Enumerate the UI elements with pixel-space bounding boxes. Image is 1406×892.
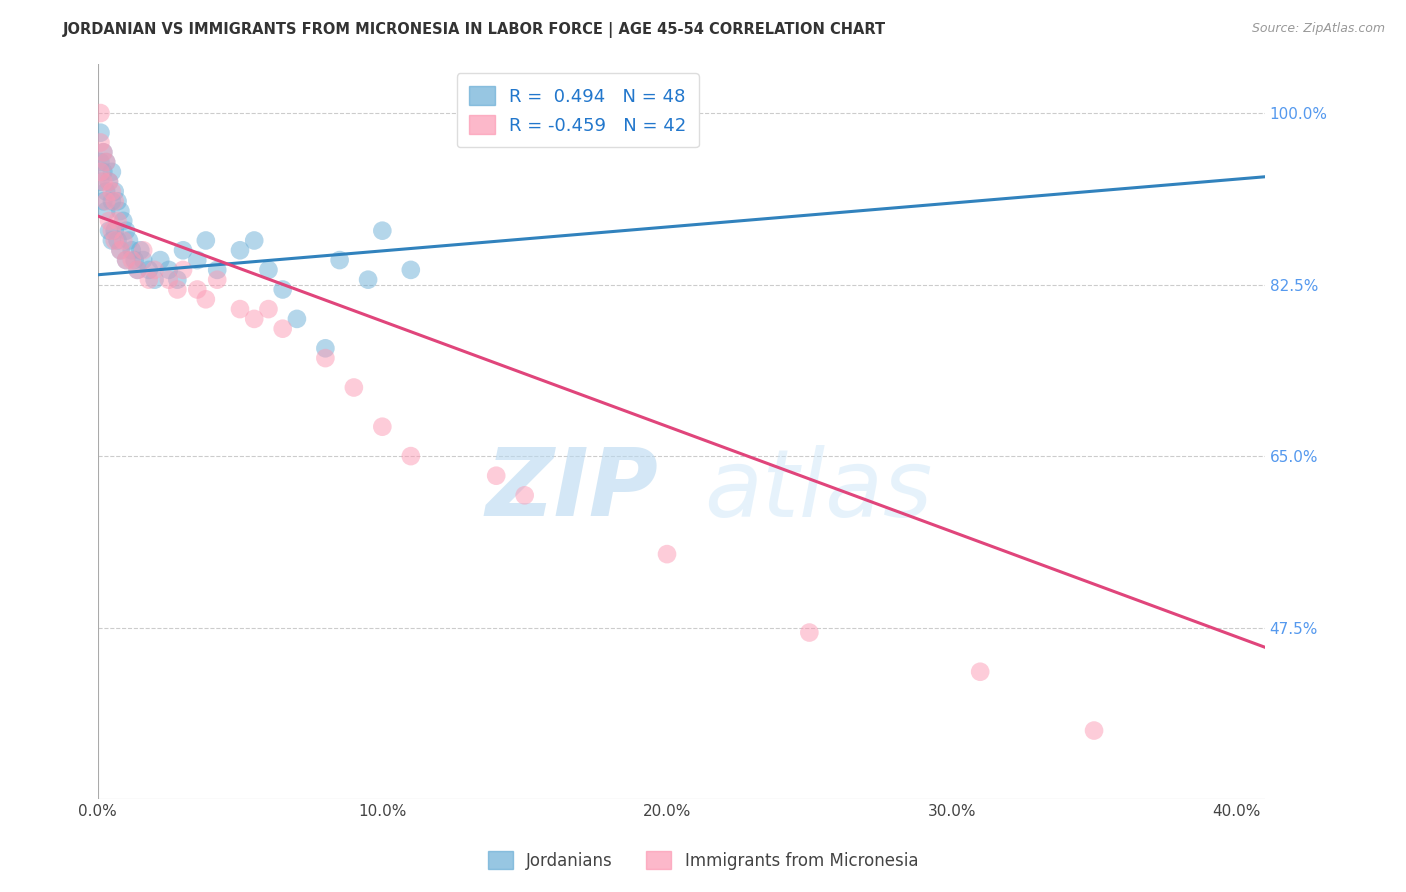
Jordanians: [98, 224, 121, 238]
Jordanians: [329, 253, 352, 268]
Jordanians: [399, 263, 422, 277]
Jordanians: [172, 244, 194, 258]
Immigrants from Micronesia: [229, 302, 252, 317]
Jordanians: [271, 283, 294, 297]
Immigrants from Micronesia: [96, 194, 118, 209]
Immigrants from Micronesia: [205, 273, 228, 287]
Immigrants from Micronesia: [98, 175, 121, 189]
Jordanians: [91, 145, 114, 160]
Jordanians: [115, 253, 138, 268]
Jordanians: [157, 263, 180, 277]
Jordanians: [118, 234, 141, 248]
Jordanians: [112, 214, 135, 228]
Jordanians: [205, 263, 228, 277]
Immigrants from Micronesia: [121, 253, 143, 268]
Immigrants from Micronesia: [371, 419, 394, 434]
Immigrants from Micronesia: [157, 273, 180, 287]
Immigrants from Micronesia: [89, 136, 111, 150]
Jordanians: [314, 341, 336, 355]
Jordanians: [257, 263, 280, 277]
Jordanians: [104, 185, 127, 199]
Jordanians: [229, 244, 252, 258]
Immigrants from Micronesia: [343, 380, 366, 394]
Immigrants from Micronesia: [91, 175, 114, 189]
Jordanians: [101, 234, 124, 248]
Jordanians: [107, 234, 129, 248]
Immigrants from Micronesia: [257, 302, 280, 317]
Immigrants from Micronesia: [127, 263, 149, 277]
Immigrants from Micronesia: [143, 263, 166, 277]
Jordanians: [132, 253, 155, 268]
Jordanians: [143, 273, 166, 287]
Jordanians: [121, 244, 143, 258]
Legend: R =  0.494   N = 48, R = -0.459   N = 42: R = 0.494 N = 48, R = -0.459 N = 42: [457, 73, 699, 147]
Jordanians: [89, 175, 111, 189]
Jordanians: [285, 312, 308, 326]
Jordanians: [104, 224, 127, 238]
Immigrants from Micronesia: [132, 244, 155, 258]
Immigrants from Micronesia: [104, 194, 127, 209]
Jordanians: [115, 224, 138, 238]
Jordanians: [110, 204, 132, 219]
Immigrants from Micronesia: [91, 145, 114, 160]
Immigrants from Micronesia: [115, 253, 138, 268]
Immigrants from Micronesia: [243, 312, 266, 326]
Immigrants from Micronesia: [112, 234, 135, 248]
Immigrants from Micronesia: [186, 283, 208, 297]
Immigrants from Micronesia: [1083, 723, 1105, 738]
Immigrants from Micronesia: [101, 185, 124, 199]
Jordanians: [89, 126, 111, 140]
Text: Source: ZipAtlas.com: Source: ZipAtlas.com: [1251, 22, 1385, 36]
Jordanians: [166, 273, 188, 287]
Immigrants from Micronesia: [89, 165, 111, 179]
Jordanians: [110, 244, 132, 258]
Immigrants from Micronesia: [655, 547, 678, 561]
Jordanians: [243, 234, 266, 248]
Jordanians: [138, 263, 160, 277]
Immigrants from Micronesia: [485, 468, 508, 483]
Immigrants from Micronesia: [271, 321, 294, 335]
Immigrants from Micronesia: [314, 351, 336, 365]
Immigrants from Micronesia: [399, 449, 422, 463]
Jordanians: [96, 185, 118, 199]
Immigrants from Micronesia: [166, 283, 188, 297]
Immigrants from Micronesia: [101, 224, 124, 238]
Text: JORDANIAN VS IMMIGRANTS FROM MICRONESIA IN LABOR FORCE | AGE 45-54 CORRELATION C: JORDANIAN VS IMMIGRANTS FROM MICRONESIA …: [63, 22, 886, 38]
Text: atlas: atlas: [704, 445, 932, 536]
Immigrants from Micronesia: [138, 273, 160, 287]
Jordanians: [107, 194, 129, 209]
Jordanians: [101, 165, 124, 179]
Jordanians: [96, 204, 118, 219]
Jordanians: [91, 194, 114, 209]
Immigrants from Micronesia: [513, 488, 536, 502]
Immigrants from Micronesia: [96, 155, 118, 169]
Immigrants from Micronesia: [194, 293, 217, 307]
Jordanians: [96, 155, 118, 169]
Jordanians: [98, 175, 121, 189]
Jordanians: [101, 194, 124, 209]
Immigrants from Micronesia: [104, 234, 127, 248]
Text: ZIP: ZIP: [485, 444, 658, 536]
Immigrants from Micronesia: [107, 214, 129, 228]
Jordanians: [124, 253, 146, 268]
Jordanians: [186, 253, 208, 268]
Immigrants from Micronesia: [172, 263, 194, 277]
Immigrants from Micronesia: [98, 214, 121, 228]
Immigrants from Micronesia: [89, 106, 111, 120]
Jordanians: [149, 253, 172, 268]
Jordanians: [91, 165, 114, 179]
Immigrants from Micronesia: [799, 625, 821, 640]
Immigrants from Micronesia: [110, 244, 132, 258]
Jordanians: [129, 244, 152, 258]
Jordanians: [89, 155, 111, 169]
Immigrants from Micronesia: [969, 665, 991, 679]
Jordanians: [127, 263, 149, 277]
Jordanians: [371, 224, 394, 238]
Legend: Jordanians, Immigrants from Micronesia: Jordanians, Immigrants from Micronesia: [481, 845, 925, 877]
Jordanians: [194, 234, 217, 248]
Jordanians: [357, 273, 380, 287]
